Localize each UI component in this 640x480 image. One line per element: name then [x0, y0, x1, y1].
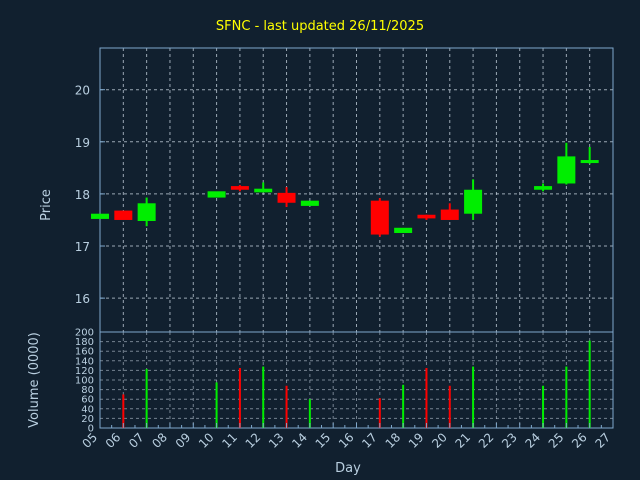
volume-tick-label: 80: [81, 385, 94, 396]
price-tick-label: 18: [75, 188, 90, 202]
candle-body-17: [370, 200, 389, 235]
candle-body-06: [114, 210, 133, 220]
price-axis-label: Price: [39, 189, 54, 221]
day-axis-label: Day: [335, 461, 361, 476]
volume-tick-label: 140: [75, 356, 94, 367]
volume-axis-label: Volume (0000): [27, 332, 42, 428]
candle-body-10: [207, 191, 226, 198]
price-tick-label: 20: [75, 84, 90, 98]
candle-body-20: [440, 209, 459, 220]
candle-body-05: [91, 213, 109, 219]
volume-tick-label: 120: [75, 366, 94, 377]
volume-tick-label: 160: [75, 347, 94, 358]
candle-body-24: [534, 186, 553, 190]
candle-body-13: [277, 192, 296, 203]
volume-tick-label: 200: [75, 328, 94, 339]
candle-body-25: [557, 156, 576, 184]
price-tick-label: 17: [75, 240, 90, 254]
volume-tick-label: 100: [75, 376, 94, 387]
candle-body-18: [394, 227, 413, 233]
volume-tick-label: 40: [81, 404, 94, 415]
candle-body-11: [230, 186, 249, 190]
candle-body-07: [137, 203, 156, 222]
volume-tick-label: 0: [88, 424, 94, 435]
candle-body-12: [254, 188, 273, 193]
candle-body-21: [464, 189, 483, 214]
chart-title: SFNC - last updated 26/11/2025: [216, 19, 424, 34]
candle-body-26: [580, 160, 599, 164]
candle-body-19: [417, 214, 436, 219]
volume-tick-label: 180: [75, 337, 94, 348]
candle-body-14: [300, 200, 319, 206]
volume-tick-label: 60: [81, 395, 94, 406]
price-tick-label: 19: [75, 136, 90, 150]
volume-tick-label: 20: [81, 414, 94, 425]
price-tick-label: 16: [75, 292, 90, 306]
